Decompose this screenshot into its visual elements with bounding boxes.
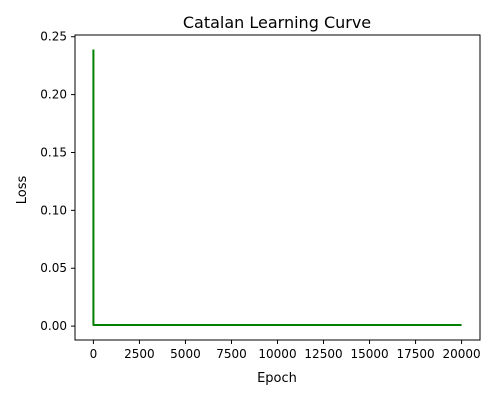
chart-title: Catalan Learning Curve [183,13,371,32]
y-axis-label: Loss [15,176,30,205]
x-tick-label: 5000 [170,347,201,361]
x-tick-label: 0 [90,347,98,361]
plot-area [92,49,462,326]
x-tick-label: 17500 [396,347,434,361]
x-tick-label: 12500 [304,347,342,361]
y-tick-label: 0.10 [40,203,67,217]
series-line-0 [92,49,462,326]
axes-frame [74,34,481,341]
x-tick-label: 2500 [124,347,155,361]
y-tick-label: 0.20 [40,88,67,102]
x-axis-label: Epoch [257,371,297,386]
y-tick-label: 0.15 [40,145,67,159]
x-tick-label: 15000 [350,347,388,361]
x-tick-label: 20000 [442,347,480,361]
x-tick-label: 10000 [258,347,296,361]
axes: 0 2500 5000 7500 10000 12500 15000 17500 20000 0.… [40,30,480,361]
y-tick-label: 0.00 [40,319,67,333]
x-tick-label: 7500 [216,347,247,361]
y-tick-label: 0.05 [40,261,67,275]
y-tick-label: 0.25 [40,30,67,44]
